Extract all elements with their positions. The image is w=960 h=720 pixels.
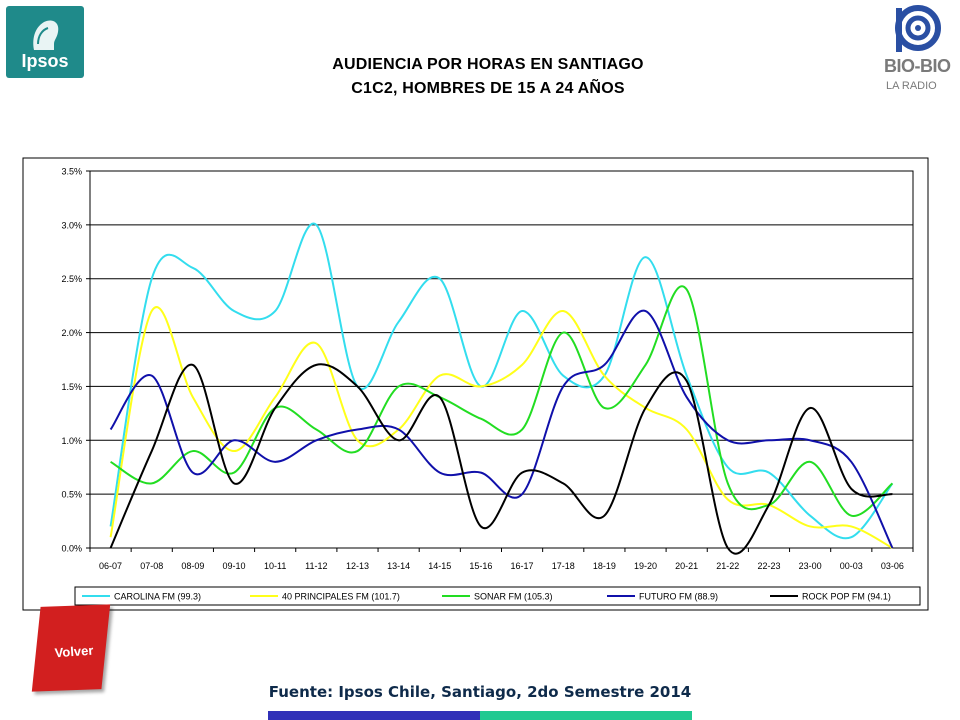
y-tick-label: 2.0% [61,328,82,338]
x-tick-label: 23-00 [799,561,822,571]
plot-area [89,170,914,549]
x-tick-label: 19-20 [634,561,657,571]
legend-label: FUTURO FM (88.9) [639,592,718,602]
x-tick-label: 17-18 [552,561,575,571]
biobio-logo-subtext: LA RADIO [886,80,937,92]
y-tick-label: 0.5% [61,490,82,500]
x-tick-label: 18-19 [593,561,616,571]
legend-box [74,586,921,606]
x-tick-label: 22-23 [757,561,780,571]
x-tick-label: 03-06 [881,561,904,571]
y-tick-label: 3.5% [61,167,82,177]
legend-label: 40 PRINCIPALES FM (101.7) [282,592,400,602]
x-tick-label: 14-15 [428,561,451,571]
x-tick-label: 12-13 [346,561,369,571]
x-tick-label: 09-10 [223,561,246,571]
x-tick-label: 08-09 [181,561,204,571]
y-tick-label: 3.0% [61,220,82,230]
x-tick-label: 00-03 [840,561,863,571]
x-tick-label: 15-16 [469,561,492,571]
series-line-3 [110,285,894,517]
biobio-logo-text: BIO-BIO [884,56,951,76]
x-tick-label: 06-07 [99,561,122,571]
chart-title-line2: C1C2, HOMBRES DE 15 A 24 AÑOS [351,80,625,97]
x-tick-label: 10-11 [264,561,286,571]
x-tick-label: 11-12 [305,561,327,571]
chart-title-line1: AUDIENCIA POR HORAS EN SANTIAGO [332,56,644,73]
legend-label: CAROLINA FM (99.3) [114,592,201,602]
biobio-emblem-icon [895,5,941,52]
ipsos-logo: Ipsos [6,6,84,78]
footer-bar-blue [268,711,480,720]
legend-label: SONAR FM (105.3) [474,592,553,602]
y-tick-label: 2.5% [61,274,82,284]
series-line-4 [109,309,894,549]
ipsos-head-icon [33,20,59,50]
legend-label: ROCK POP FM (94.1) [802,592,891,602]
x-tick-label: 07-08 [140,561,163,571]
y-tick-label: 1.5% [61,382,82,392]
series-line-2 [109,306,893,549]
x-tick-label: 16-17 [511,561,534,571]
ipsos-logo-text: Ipsos [21,51,69,71]
x-tick-label: 13-14 [387,561,410,571]
x-tick-label: 21-22 [716,561,739,571]
x-tick-label: 20-21 [675,561,698,571]
y-tick-label: 0.0% [61,544,82,554]
series-line-5 [109,363,893,555]
y-tick-label: 1.0% [61,436,82,446]
source-note: Fuente: Ipsos Chile, Santiago, 2do Semes… [268,683,692,701]
biobio-logo: BIO-BIO LA RADIO [880,4,956,100]
footer-bar-teal [480,711,692,720]
